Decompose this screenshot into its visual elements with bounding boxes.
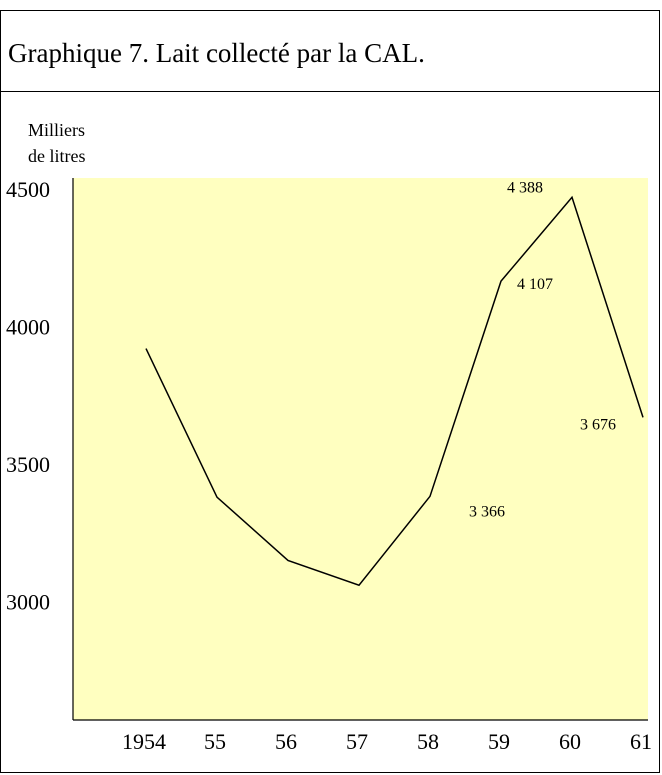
plot-area [73,178,648,720]
y-tick-label: 3000 [6,590,50,615]
x-tick-label: 55 [204,729,226,754]
series-line [145,195,644,587]
axes [72,178,648,721]
y-tick-label: 3500 [6,452,50,477]
x-tick-label: 60 [559,729,581,754]
chart-title: Graphique 7. Lait collecté par la CAL. [8,38,425,68]
x-tick-label: 1954 [122,729,166,754]
x-tick-label: 58 [417,729,439,754]
y-axis-label-line-1: Milliers [28,120,85,140]
data-label: 3 676 [580,416,616,433]
y-tick-labels: 3000 3500 4000 4500 [6,177,50,615]
x-tick-label: 57 [346,729,368,754]
title-bar: Graphique 7. Lait collecté par la CAL. [1,11,659,92]
y-tick-label: 4000 [6,315,50,340]
x-tick-label: 56 [275,729,297,754]
data-labels: 3 366 4 107 4 388 3 676 [469,179,616,520]
x-tick-label: 59 [488,729,510,754]
x-tick-labels: 1954 55 56 57 58 59 60 61 [122,729,652,754]
x-tick-label: 61 [630,729,652,754]
y-axis-label-line-2: de litres [28,146,86,166]
data-label: 4 388 [507,179,543,196]
y-tick-label: 4500 [6,177,50,202]
data-label: 4 107 [517,276,553,293]
data-label: 3 366 [469,503,505,520]
